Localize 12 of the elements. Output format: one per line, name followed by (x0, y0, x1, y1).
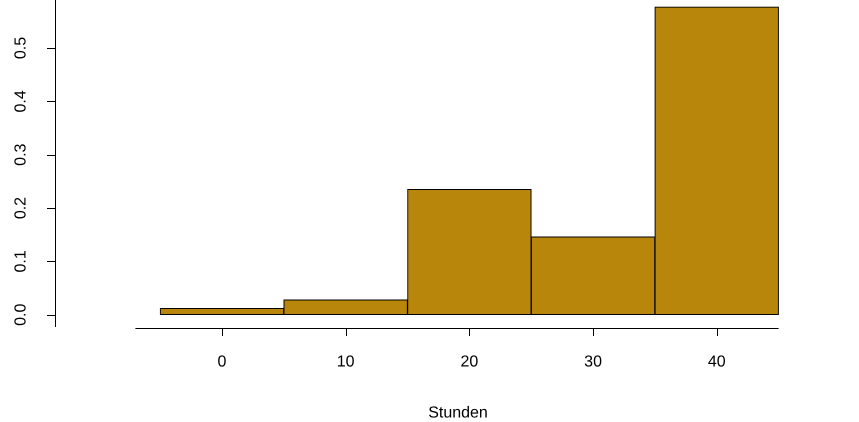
x-tick-label: 30 (584, 353, 602, 370)
x-tick-label: 20 (460, 353, 478, 370)
y-tick-label: 0.5 (12, 36, 30, 60)
x-tick-label: 40 (708, 353, 726, 370)
x-tick-label: 0 (218, 353, 227, 370)
x-tick-label: 10 (336, 353, 355, 370)
y-tick-label: 0.1 (12, 250, 30, 273)
y-tick-label: 0.4 (12, 90, 30, 112)
y-tick-label: 0.3 (12, 143, 30, 166)
x-axis-title: Stunden (428, 404, 488, 422)
y-tick-label: 0.2 (12, 196, 30, 220)
y-tick-label: 0.0 (12, 304, 30, 326)
